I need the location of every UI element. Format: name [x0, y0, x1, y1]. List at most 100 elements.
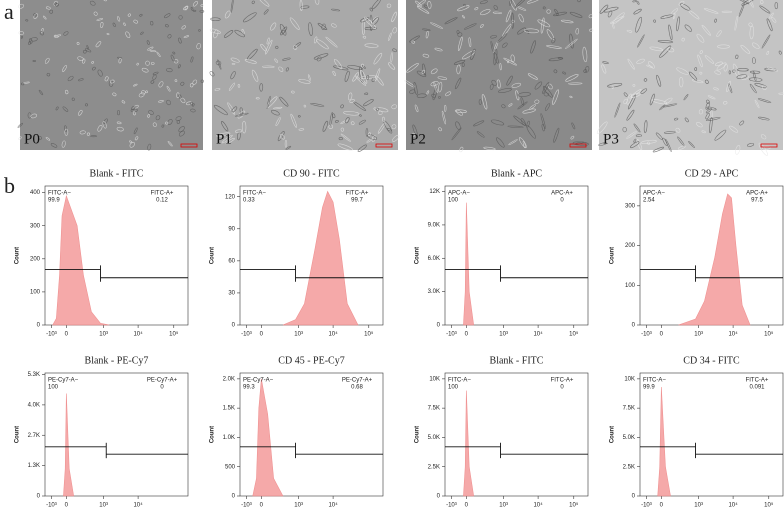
cell [627, 94, 637, 110]
cell [125, 31, 131, 38]
cell [749, 77, 763, 82]
cell [665, 138, 672, 153]
cell [196, 43, 201, 50]
cell [33, 13, 39, 20]
x-tick-label: 10⁴ [328, 331, 338, 338]
y-tick-label: 5.3K [28, 372, 40, 378]
y-tick-label: 0 [437, 494, 441, 500]
y-tick-label: 2.5K [623, 464, 635, 470]
cell [416, 6, 430, 14]
cell [406, 63, 419, 73]
cell [766, 50, 770, 56]
cell [221, 134, 233, 144]
cell [103, 118, 108, 124]
cell [757, 98, 772, 103]
cell [540, 17, 545, 34]
chart-title: Blank - FITC [90, 168, 144, 179]
cell [629, 89, 642, 99]
x-tick-label: 0 [465, 503, 469, 509]
y-tick-label: 0 [632, 494, 636, 500]
cell [497, 33, 508, 43]
cell [416, 70, 427, 77]
cell [180, 97, 186, 104]
cell [147, 143, 152, 151]
cell [117, 110, 120, 116]
cell [106, 32, 110, 36]
cell [373, 52, 383, 65]
cell [234, 29, 245, 38]
cell [688, 10, 700, 20]
cell [464, 23, 477, 30]
cell [21, 82, 25, 86]
panel-label: b [4, 173, 15, 198]
cell [698, 109, 704, 115]
cell [190, 56, 194, 63]
y-tick-label: 100 [30, 289, 41, 295]
gate-label: FITC-A+ [346, 191, 369, 197]
cell [683, 94, 689, 101]
y-tick-label: 0 [232, 323, 236, 329]
cell [480, 9, 491, 16]
y-tick-label: 0 [632, 323, 636, 329]
cell [455, 121, 461, 130]
cell [546, 45, 562, 49]
cell [360, 63, 364, 68]
cell [659, 45, 672, 58]
cell [636, 138, 643, 151]
cell [451, 127, 462, 141]
cell [241, 120, 247, 134]
cell [235, 129, 243, 133]
cell [278, 66, 284, 72]
cell [735, 144, 741, 155]
image-label: P3 [603, 131, 619, 147]
cell [409, 35, 420, 43]
cell [728, 70, 731, 75]
cell [493, 48, 498, 66]
cell [117, 16, 121, 22]
cell [116, 121, 122, 125]
cell [43, 15, 47, 20]
x-tick-label: 10⁴ [728, 502, 738, 509]
cell [53, 34, 59, 38]
cell [121, 100, 126, 104]
x-tick-label: 10⁵ [169, 331, 179, 338]
cell [626, 29, 633, 33]
cell [260, 43, 267, 52]
cell [386, 3, 392, 8]
cell [714, 70, 721, 75]
cell [507, 60, 510, 64]
y-tick-label: 0 [37, 494, 41, 500]
cell [360, 17, 369, 23]
cell [285, 67, 289, 72]
cell [316, 39, 329, 50]
gate-percent: 0 [160, 385, 164, 391]
scale-bar [180, 143, 198, 148]
cell [280, 26, 288, 36]
cell [496, 137, 505, 148]
y-axis-label: Count [610, 426, 616, 443]
cell [136, 62, 139, 66]
cell [674, 117, 679, 121]
cell [279, 96, 289, 107]
cell [198, 29, 201, 32]
cell [596, 121, 608, 135]
chart-title: Blank - PE-Cy7 [85, 355, 149, 366]
cell [738, 2, 745, 17]
cell [499, 62, 502, 71]
cell [310, 103, 325, 107]
cell [104, 76, 109, 82]
cell [496, 79, 501, 89]
y-tick-label: 300 [625, 203, 636, 209]
cell [368, 20, 373, 27]
cell [344, 70, 350, 82]
cell [633, 123, 641, 133]
cell [588, 13, 593, 19]
cell [412, 124, 418, 137]
cell [210, 17, 221, 21]
cell [723, 63, 728, 72]
cell [546, 9, 551, 14]
cell [100, 21, 104, 28]
cell [458, 36, 463, 52]
cell [314, 0, 320, 5]
gate-percent: 100 [448, 198, 459, 204]
